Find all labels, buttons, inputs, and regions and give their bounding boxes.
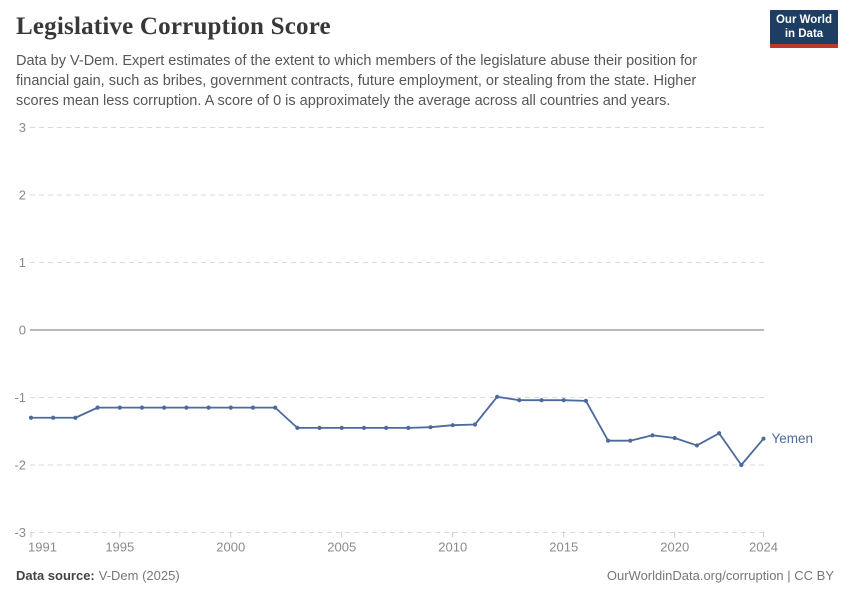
data-point[interactable] — [28, 415, 34, 420]
data-point[interactable] — [317, 425, 322, 430]
data-source: Data source: V-Dem (2025) — [16, 568, 180, 583]
data-point[interactable] — [694, 443, 700, 448]
data-point[interactable] — [295, 425, 300, 430]
data-point[interactable] — [561, 398, 566, 403]
y-tick-label: -3 — [14, 525, 26, 540]
data-source-value: V-Dem (2025) — [98, 568, 180, 583]
data-point[interactable] — [95, 405, 100, 410]
data-point[interactable] — [672, 435, 677, 441]
data-point[interactable] — [206, 405, 211, 410]
x-tick-label: 2005 — [327, 540, 356, 555]
data-point[interactable] — [184, 405, 189, 410]
data-point[interactable] — [428, 425, 433, 430]
x-tick-label: 2000 — [216, 540, 245, 555]
data-point[interactable] — [517, 398, 522, 403]
data-point[interactable] — [384, 425, 389, 430]
data-point[interactable] — [73, 415, 78, 420]
chart-subtitle: Data by V-Dem. Expert estimates of the e… — [16, 53, 698, 109]
x-tick-label: 2024 — [749, 540, 778, 555]
data-point[interactable] — [539, 398, 544, 403]
owid-logo-line2: in Data — [784, 28, 824, 40]
data-point[interactable] — [51, 415, 56, 420]
data-point[interactable] — [361, 425, 367, 430]
data-line[interactable] — [31, 395, 765, 466]
y-tick-label: 1 — [19, 255, 26, 270]
data-point[interactable] — [139, 405, 145, 410]
data-point[interactable] — [761, 436, 766, 441]
data-point[interactable] — [117, 405, 122, 410]
credit-link[interactable]: OurWorldinData.org/corruption | CC BY — [606, 568, 834, 583]
data-point[interactable] — [717, 431, 722, 436]
data-point[interactable] — [628, 438, 633, 443]
data-source-label: Data source: — [16, 568, 95, 583]
x-tick-label: 1991 — [28, 540, 57, 555]
x-tick-label: 1995 — [105, 540, 134, 555]
data-point[interactable] — [450, 423, 455, 428]
page-title: Legislative Corruption Score — [16, 13, 331, 40]
data-point[interactable] — [250, 405, 256, 410]
data-point[interactable] — [406, 425, 411, 430]
owid-logo-line1: Our World — [775, 13, 832, 26]
x-tick-label: 2020 — [660, 540, 689, 555]
data-point[interactable] — [472, 422, 478, 427]
y-tick-label: 2 — [19, 188, 26, 203]
y-tick-label: 0 — [19, 323, 26, 338]
data-point[interactable] — [339, 425, 344, 430]
x-tick-label: 2010 — [438, 540, 467, 555]
data-point[interactable] — [739, 462, 744, 468]
y-tick-label: -2 — [14, 458, 26, 473]
data-point[interactable] — [606, 438, 611, 443]
data-point[interactable] — [495, 394, 500, 399]
owid-logo[interactable]: Our World in Data — [770, 10, 838, 48]
data-point[interactable] — [162, 405, 167, 410]
data-point[interactable] — [228, 405, 233, 410]
y-tick-label: 3 — [19, 120, 26, 135]
data-point[interactable] — [583, 398, 589, 403]
y-tick-label: -1 — [14, 390, 26, 405]
data-point[interactable] — [273, 405, 278, 410]
x-tick-label: 2015 — [549, 540, 578, 555]
data-point[interactable] — [650, 433, 655, 438]
series-label: Yemen — [772, 431, 814, 446]
